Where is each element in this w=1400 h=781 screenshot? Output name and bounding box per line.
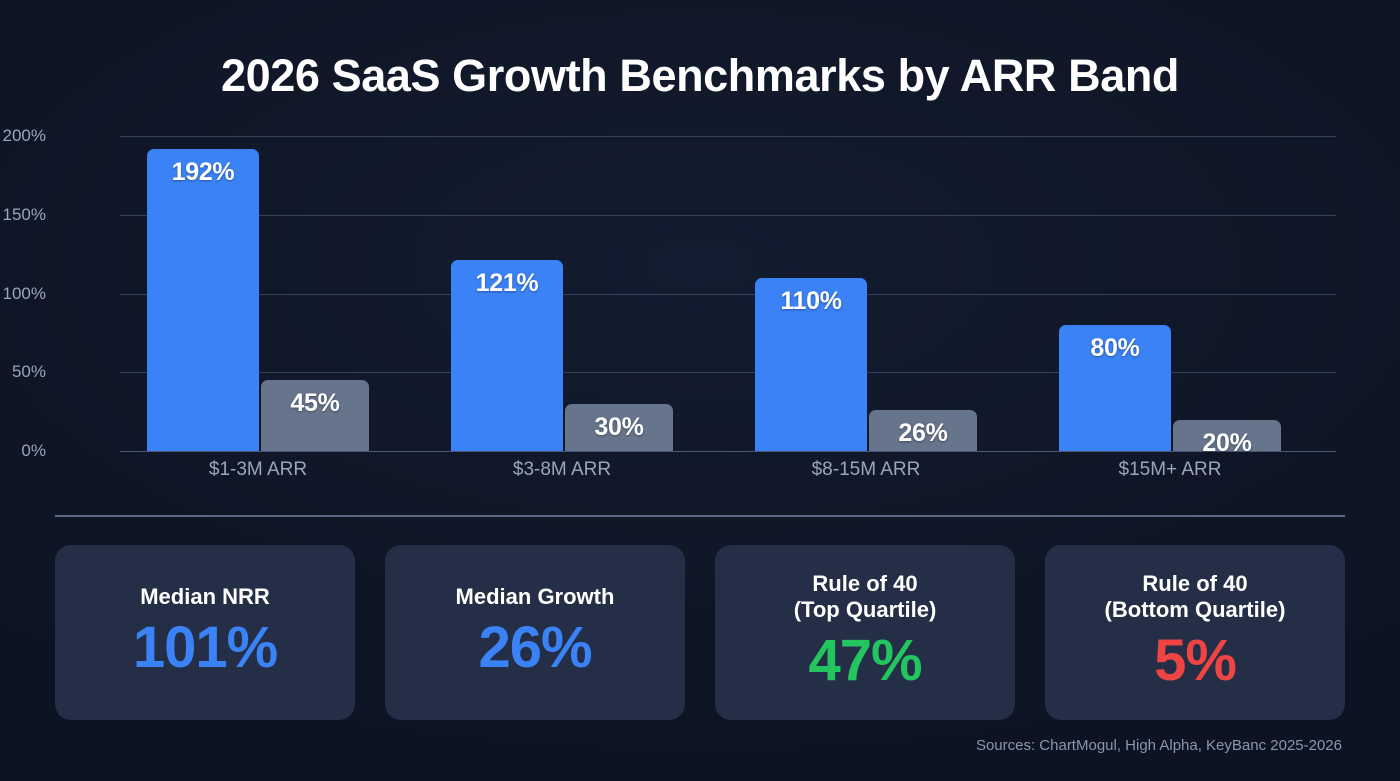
section-divider [55,515,1345,517]
kpi-card-label: Rule of 40 (Bottom Quartile) [1104,570,1286,622]
bar-group: 110% 26% $8-15M ARR [755,136,977,480]
bar-primary[interactable]: 192% [147,148,259,451]
kpi-card-value: 101% [132,615,278,681]
bar-value-label: 110% [780,286,842,315]
sources-footnote: Sources: ChartMogul, High Alpha, KeyBanc… [975,737,1342,754]
bar-value-label: 20% [1202,428,1252,457]
kpi-card-row: Median NRR 101% Median Growth 26% Rule of 40… [55,545,1345,720]
y-axis-tick-label: 100% [2,283,46,303]
kpi-card-label: Median Growth [455,583,615,609]
bar-value-label: 26% [898,419,948,448]
bar-primary[interactable]: 121% [451,260,563,451]
page-title: 2026 SaaS Growth Benchmarks by ARR Band [220,50,1180,101]
y-axis-tick-label: 150% [2,204,46,224]
gridline [120,293,1336,295]
bar-group: 80% 20% $15M+ ARR [1059,136,1281,480]
bar-secondary[interactable]: 30% [565,403,673,451]
x-axis-category-label: $3-8M ARR [512,459,612,480]
gridline [120,214,1336,216]
bar-group: 192% 45% $1-3M ARR [147,136,369,480]
kpi-card[interactable]: Rule of 40 (Bottom Quartile) 5% [1045,545,1345,720]
kpi-card-value: 5% [1154,628,1237,694]
bar-primary[interactable]: 80% [1059,325,1171,451]
y-axis-tick-label: 50% [11,362,46,382]
bar-secondary[interactable]: 26% [869,410,977,451]
plot-area: 0% 50% 100% 150% 200% 192% 45% $1-3M ARR 121% 30%… [3,126,1336,480]
bar-value-label: 45% [290,389,340,418]
gridline [120,372,1336,374]
bar-value-label: 121% [475,269,539,298]
bar-primary[interactable]: 110% [755,277,867,451]
kpi-card[interactable]: Median NRR 101% [55,545,355,720]
kpi-card-value: 47% [808,628,922,694]
kpi-card-value: 26% [478,615,592,681]
y-axis-tick-label: 0% [21,441,46,460]
y-axis-tick-label: 200% [2,126,46,145]
bar-group: 121% 30% $3-8M ARR [451,136,673,480]
bar-value-label: 80% [1090,334,1140,362]
kpi-card-label: Rule of 40 (Top Quartile) [793,570,937,622]
kpi-card-label: Median NRR [140,583,270,609]
gridline [120,451,1336,452]
bar-value-label: 30% [594,412,644,441]
x-axis-category-label: $8-15M ARR [811,459,921,480]
bar-value-label: 192% [171,157,235,186]
kpi-card[interactable]: Median Growth 26% [385,545,685,720]
x-axis-category-label: $15M+ ARR [1118,459,1222,480]
bar-chart: 0% 50% 100% 150% 200% 192% 45% $1-3M ARR 121% 30%… [3,126,1336,480]
x-axis-category-label: $1-3M ARR [208,459,308,480]
bar-secondary[interactable]: 20% [1173,419,1281,457]
gridline [120,136,1336,137]
bar-secondary[interactable]: 45% [261,380,369,451]
kpi-card[interactable]: Rule of 40 (Top Quartile) 47% [715,545,1015,720]
